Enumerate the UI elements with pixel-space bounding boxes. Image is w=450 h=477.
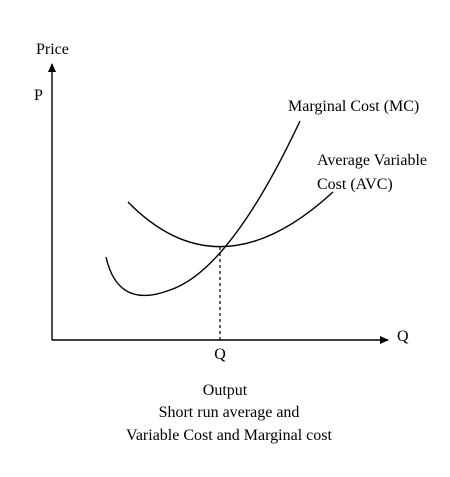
x-axis-quantity-marker: Q — [397, 328, 409, 345]
avc-curve — [127, 191, 334, 248]
caption-line3: Variable Cost and Marginal cost — [126, 427, 332, 444]
caption-line2: Short run average and — [159, 404, 300, 421]
x-tick-quantity: Q — [214, 346, 226, 363]
avc-label-line2: Cost (AVC) — [317, 176, 393, 193]
caption-line1: Output — [203, 382, 248, 399]
mc-curve — [105, 120, 301, 297]
mc-label: Marginal Cost (MC) — [288, 98, 419, 115]
y-axis-title: Price — [36, 41, 69, 58]
avc-label-line1: Average Variable — [317, 152, 427, 169]
y-axis-price-marker: P — [34, 87, 43, 104]
